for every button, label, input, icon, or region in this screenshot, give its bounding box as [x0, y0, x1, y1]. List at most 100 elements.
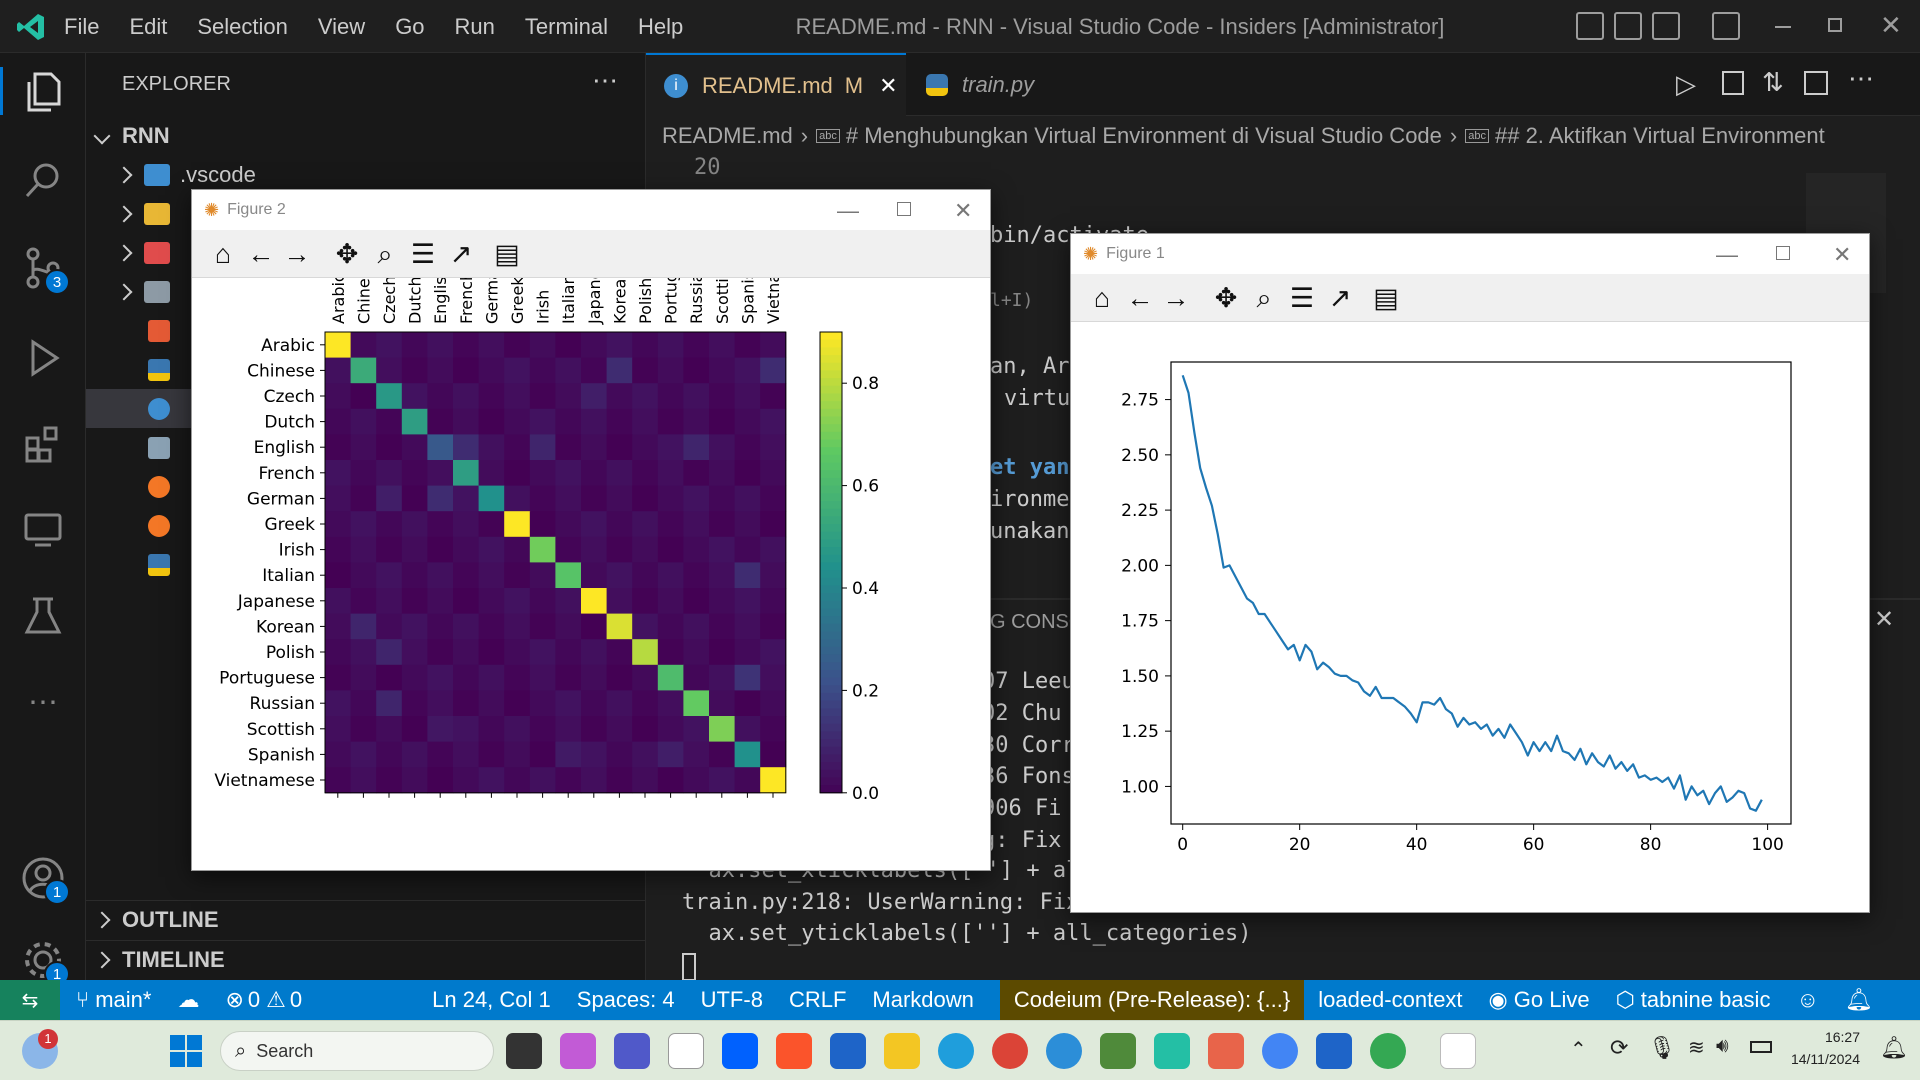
toggle-primary-sidebar-icon[interactable] [1576, 12, 1604, 40]
edit-axis-icon[interactable]: ↗ [1328, 283, 1352, 313]
chrome-profile-icon[interactable] [1262, 1033, 1298, 1069]
sync-icon[interactable]: ☁ [177, 987, 200, 1012]
explorer-icon[interactable] [20, 69, 66, 115]
pan-icon[interactable]: ✥ [1214, 283, 1238, 313]
git-branch-icon[interactable]: ⑂ [76, 987, 90, 1012]
split-editor-icon[interactable] [1804, 71, 1828, 95]
close-window-icon[interactable]: ✕ [1880, 10, 1902, 40]
git-branch[interactable]: main* [95, 987, 152, 1012]
testing-icon[interactable] [20, 593, 66, 639]
home-icon[interactable]: ⌂ [1093, 283, 1111, 313]
menu-edit[interactable]: Edit [129, 13, 168, 39]
minimize-icon[interactable] [1775, 26, 1791, 28]
edge-icon[interactable] [938, 1033, 974, 1069]
forward-arrow-icon[interactable]: → [1162, 283, 1190, 313]
task-view-icon[interactable] [506, 1033, 542, 1069]
chrome-icon[interactable] [992, 1033, 1028, 1069]
tree-item-folder[interactable] [86, 272, 646, 311]
clock-time[interactable]: 16:27 [1824, 1029, 1860, 1045]
restore-icon[interactable] [1828, 18, 1842, 32]
teams-icon[interactable] [614, 1033, 650, 1069]
volume-icon[interactable]: 🔊︎ [1716, 1035, 1729, 1057]
maximize-icon[interactable] [1776, 246, 1790, 260]
configure-subplots-icon[interactable]: ☰ [1289, 283, 1315, 313]
context-status[interactable]: loaded-context [1318, 987, 1463, 1012]
menu-view[interactable]: View [317, 13, 366, 39]
tree-item-folder[interactable] [86, 194, 646, 233]
indentation[interactable]: Spaces: 4 [576, 987, 675, 1012]
back-arrow-icon[interactable]: ← [1126, 283, 1154, 313]
tree-item-folder[interactable] [86, 233, 646, 272]
clock-date[interactable]: 14/11/2024 [1790, 1051, 1860, 1067]
tabnine-icon[interactable]: ⬡ [1615, 987, 1635, 1012]
menu-help[interactable]: Help [638, 13, 684, 39]
tree-item-file[interactable] [86, 428, 646, 467]
tree-item-file[interactable] [86, 311, 646, 350]
accounts-icon[interactable]: 1 [20, 855, 70, 905]
menu-file[interactable]: File [64, 13, 100, 39]
menu-run[interactable]: Run [454, 13, 495, 39]
run-debug-icon[interactable] [20, 335, 66, 381]
extensions-icon[interactable] [20, 421, 66, 467]
minimize-icon[interactable]: — [1716, 242, 1738, 267]
manage-gear-icon[interactable]: 1 [20, 937, 70, 987]
close-panel-icon[interactable]: ✕ [1874, 606, 1895, 633]
forward-arrow-icon[interactable]: → [283, 239, 311, 269]
python-app-icon[interactable] [1440, 1033, 1476, 1069]
close-tab-icon[interactable]: ✕ [879, 72, 898, 98]
breadcrumb-file[interactable]: README.md [662, 123, 793, 148]
editor-more-icon[interactable]: ⋯ [1848, 63, 1874, 93]
error-count[interactable]: 0 [247, 987, 261, 1012]
tree-root-rnn[interactable]: RNN [86, 116, 646, 155]
panel-tab-debug-console[interactable]: G CONSO [990, 611, 1085, 633]
battery-icon[interactable] [1750, 1041, 1772, 1053]
wifi-icon[interactable]: ≋ [1688, 1037, 1705, 1059]
pan-icon[interactable]: ✥ [335, 239, 359, 269]
codeium-status[interactable]: Codeium (Pre-Release): {...} [999, 980, 1305, 1020]
start-icon[interactable] [168, 1033, 204, 1069]
golive-icon[interactable]: ◉ [1488, 987, 1508, 1012]
breadcrumb-heading1[interactable]: # Menghubungkan Virtual Environment di V… [845, 123, 1442, 148]
timeline-section[interactable]: TIMELINE [86, 940, 646, 979]
tree-item-file[interactable] [86, 467, 646, 506]
close-icon[interactable]: ✕ [954, 198, 973, 223]
home-icon[interactable]: ⌂ [214, 239, 232, 269]
remote-indicator-icon[interactable]: ⇆ [0, 980, 60, 1020]
line-endings[interactable]: CRLF [788, 987, 847, 1012]
store-icon[interactable] [830, 1033, 866, 1069]
search-icon[interactable] [20, 157, 66, 203]
open-preview-icon[interactable] [1722, 71, 1744, 95]
maximize-icon[interactable] [897, 202, 911, 216]
configure-subplots-icon[interactable]: ☰ [410, 239, 436, 269]
copilot-icon[interactable] [560, 1033, 596, 1069]
toggle-secondary-sidebar-icon[interactable] [1652, 12, 1680, 40]
app-icon[interactable] [1046, 1033, 1082, 1069]
warning-count[interactable]: 0 [289, 987, 303, 1012]
customize-layout-icon[interactable] [1712, 12, 1740, 40]
tab-train-py[interactable]: train.py [908, 53, 1128, 116]
tree-item-vscode[interactable]: .vscode [86, 155, 646, 194]
taskbar-search[interactable]: ⌕ Search [220, 1031, 494, 1071]
save-icon[interactable]: ▤ [1373, 283, 1399, 313]
notification-bell-icon[interactable]: 🔔︎ [1880, 1035, 1908, 1060]
tree-item-file[interactable] [86, 506, 646, 545]
explorer-more-icon[interactable]: ⋯ [592, 65, 618, 95]
tab-readme[interactable]: i README.md M ✕ [646, 53, 906, 116]
file-explorer-icon[interactable] [884, 1033, 920, 1069]
close-icon[interactable]: ✕ [1833, 242, 1852, 267]
compare-changes-icon[interactable]: ⇅ [1762, 67, 1784, 97]
breadcrumb-heading2[interactable]: ## 2. Aktifkan Virtual Environment [1494, 123, 1825, 148]
cursor-position[interactable]: Ln 24, Col 1 [432, 987, 551, 1012]
problems-warning-icon[interactable]: ⚠ [266, 987, 286, 1012]
notepad-icon[interactable] [1316, 1033, 1352, 1069]
edit-axis-icon[interactable]: ↗ [449, 239, 473, 269]
chrome-profile-icon[interactable] [1370, 1033, 1406, 1069]
app-icon[interactable] [1208, 1033, 1244, 1069]
more-icon[interactable]: ⋯ [28, 685, 58, 719]
amazon-icon[interactable] [668, 1033, 704, 1069]
feedback-icon[interactable]: ☺ [1796, 987, 1819, 1012]
minimize-icon[interactable]: — [837, 198, 859, 223]
tree-item-file[interactable] [86, 350, 646, 389]
source-control-icon[interactable]: 3 [20, 245, 70, 295]
menu-terminal[interactable]: Terminal [524, 13, 609, 39]
